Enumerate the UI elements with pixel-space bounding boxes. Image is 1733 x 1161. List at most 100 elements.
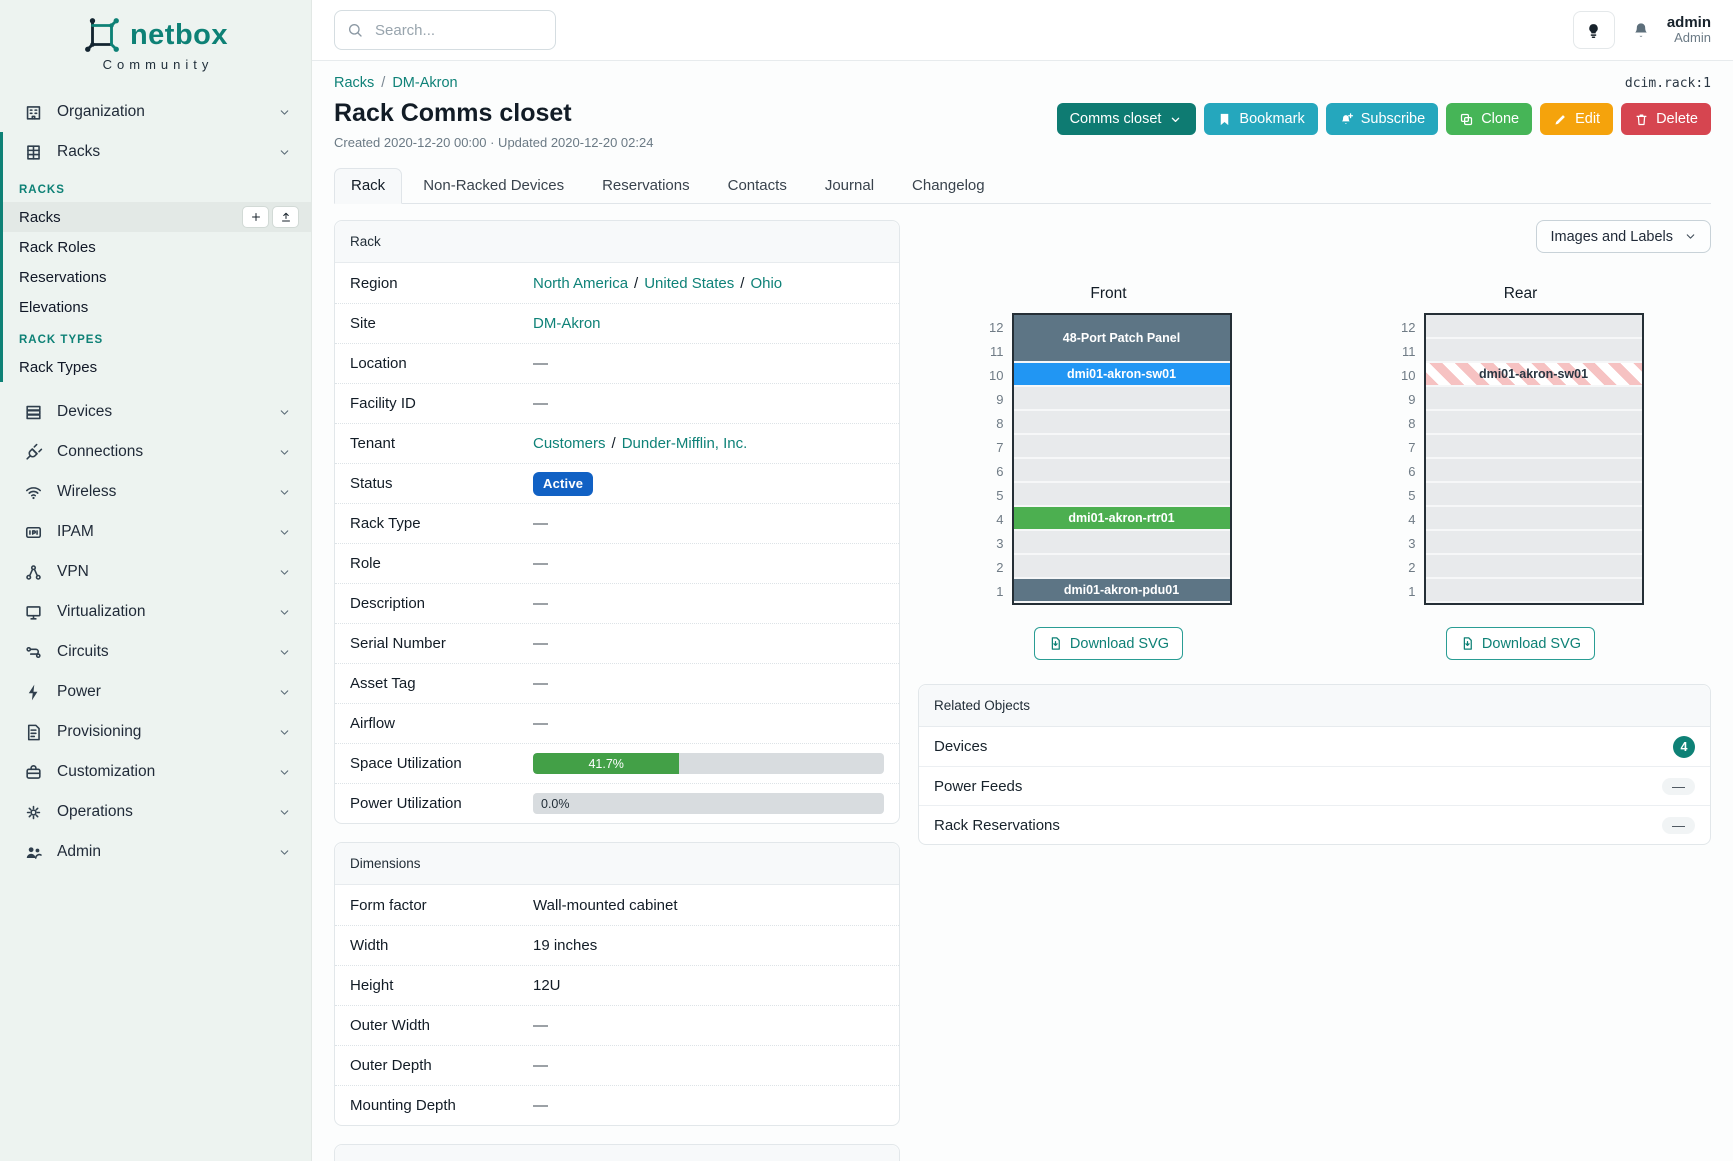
unit-number: 5: [1408, 487, 1416, 503]
sidebar-item-organization[interactable]: Organization: [0, 92, 311, 132]
rack-link-united-states[interactable]: United States: [644, 274, 735, 292]
sidebar-item-racks[interactable]: Racks: [3, 132, 311, 172]
chevron-icon: [280, 109, 289, 115]
rack-value: —: [533, 715, 548, 732]
bookmark-icon: [1221, 113, 1229, 125]
sidebar-link-elevations[interactable]: Elevations: [19, 298, 89, 316]
rack-unit-empty: [1013, 531, 1230, 555]
info-row-serial-number: Serial Number —: [335, 623, 899, 663]
dimensions-value: Wall-mounted cabinet: [533, 896, 678, 914]
breadcrumb: Racks / DM-Akron: [334, 75, 458, 91]
sidebar-item-wireless[interactable]: Wireless: [0, 472, 311, 512]
unit-numbers: 12 11 10 9 8 7 6 5 4 3 2 1: [1398, 313, 1416, 605]
rack-slot-dmi01-akron-rtr01[interactable]: dmi01-akron-rtr01: [1013, 507, 1230, 529]
sidebar-item-provisioning[interactable]: Provisioning: [0, 712, 311, 752]
tab-journal[interactable]: Journal: [824, 177, 875, 194]
unit-number: 10: [1401, 367, 1416, 383]
rack-unit-empty: [1425, 339, 1642, 363]
breadcrumb-link-racks[interactable]: Racks: [334, 75, 375, 91]
rack-selector-button[interactable]: Comms closet: [1056, 103, 1197, 135]
sidebar-link-racks[interactable]: Racks: [3, 202, 311, 232]
notifications-button[interactable]: [1631, 20, 1651, 40]
user-menu[interactable]: admin Admin: [1667, 14, 1711, 46]
rack-value: —: [533, 595, 548, 612]
unit-number: 3: [996, 535, 1004, 551]
tab-rack[interactable]: Rack: [334, 168, 403, 204]
sidebar-link-reservations[interactable]: Reservations: [19, 268, 107, 286]
count-badge: 4: [1673, 735, 1695, 758]
import-button[interactable]: [272, 206, 299, 228]
customization-icon: [26, 764, 41, 779]
connections-icon: [26, 443, 43, 460]
rack-elevations: Front 12 11 10 9 8 7 6 5 4 3 2 1 48-Port Patch Pane…: [918, 285, 1711, 660]
sidebar-item-circuits[interactable]: Circuits: [0, 632, 311, 672]
unit-number: 6: [996, 463, 1004, 479]
download-svg-button-front[interactable]: Download SVG: [1033, 627, 1184, 660]
sidebar-link-rack-types[interactable]: Rack Types: [19, 358, 98, 376]
related-row-power-feeds[interactable]: Power Feeds —: [919, 766, 1710, 805]
tab-contacts[interactable]: Contacts: [727, 177, 787, 194]
rack-link-north-america[interactable]: North America: [533, 274, 629, 292]
unit-number: 8: [996, 415, 1004, 431]
info-row-region: Region North America / United States / Ohio: [350, 274, 783, 292]
sidebar-link-rack-roles[interactable]: Rack Roles: [19, 238, 96, 256]
chevron-icon: [1686, 234, 1695, 239]
bookmark-button[interactable]: Bookmark: [1204, 103, 1318, 135]
bell-icon: [1631, 20, 1651, 40]
rack-elevation-front: Front 12 11 10 9 8 7 6 5 4 3 2 1 48-Port Patch Pane…: [986, 285, 1232, 660]
rack-link-ohio[interactable]: Ohio: [750, 274, 783, 292]
rack-unit-empty: [1425, 387, 1642, 411]
rack-slot-dmi01-akron-sw01[interactable]: dmi01-akron-sw01: [1425, 363, 1642, 385]
organization-icon: [26, 105, 41, 120]
elevation-display-mode-select[interactable]: Images and Labels: [1536, 220, 1711, 253]
rack-link-dunder-mifflin-inc[interactable]: Dunder-Mifflin, Inc.: [621, 435, 748, 452]
info-row-outer-width: Outer Width —: [335, 1005, 899, 1045]
download-icon: [1051, 637, 1060, 650]
download-svg-button-rear[interactable]: Download SVG: [1445, 627, 1596, 660]
unit-number: 1: [1408, 583, 1416, 599]
unit-number: 7: [996, 439, 1004, 455]
subscribe-button[interactable]: Subscribe: [1325, 103, 1439, 135]
unit-number: 2: [996, 559, 1004, 575]
breadcrumb-link-dm-akron[interactable]: DM-Akron: [392, 75, 458, 91]
rack-slot-48-port-patch-panel[interactable]: 48-Port Patch Panel: [1013, 315, 1230, 361]
add-button[interactable]: [242, 206, 269, 228]
sidebar-item-customization[interactable]: Customization: [0, 752, 311, 792]
search-input[interactable]: [373, 20, 543, 40]
delete-button[interactable]: Delete: [1621, 103, 1711, 135]
rack-diagram-rear: dmi01-akron-sw01: [1423, 313, 1644, 605]
tab-changelog[interactable]: Changelog: [912, 177, 985, 194]
related-row-devices[interactable]: Devices 4: [919, 727, 1710, 766]
info-row-tenant: Tenant Customers / Dunder-Mifflin, Inc.: [335, 423, 899, 463]
related-row-rack-reservations[interactable]: Rack Reservations —: [919, 805, 1710, 844]
rack-value: —: [533, 635, 548, 652]
search-box[interactable]: [334, 10, 556, 50]
count-badge-empty: —: [1662, 816, 1695, 834]
status-badge: Active: [533, 471, 594, 496]
brand[interactable]: netbox Community: [0, 0, 311, 72]
tab-non-racked-devices[interactable]: Non-Racked Devices: [423, 177, 565, 194]
sidebar-item-connections[interactable]: Connections: [0, 432, 311, 472]
tab-reservations[interactable]: Reservations: [602, 177, 690, 194]
rack-slot-dmi01-akron-pdu01[interactable]: dmi01-akron-pdu01: [1013, 579, 1230, 601]
power-icon: [28, 684, 38, 700]
dimensions-value: —: [533, 1097, 548, 1114]
sidebar-item-devices[interactable]: Devices: [0, 392, 311, 432]
unit-numbers: 12 11 10 9 8 7 6 5 4 3 2 1: [986, 313, 1004, 605]
rack-slot-dmi01-akron-sw01[interactable]: dmi01-akron-sw01: [1013, 363, 1230, 385]
theme-toggle-button[interactable]: [1572, 11, 1615, 49]
edit-button[interactable]: Edit: [1540, 103, 1614, 135]
sidebar-item-power[interactable]: Power: [0, 672, 311, 712]
clone-button[interactable]: Clone: [1446, 103, 1533, 135]
rack-link-dm-akron[interactable]: DM-Akron: [533, 315, 601, 332]
rack-value: —: [533, 675, 548, 692]
rack-link-customers[interactable]: Customers: [533, 435, 606, 452]
rack-unit-empty: [1013, 555, 1230, 579]
sidebar-item-virtualization[interactable]: Virtualization: [0, 592, 311, 632]
sidebar-item-operations[interactable]: Operations: [0, 792, 311, 832]
sidebar-item-vpn[interactable]: VPN: [0, 552, 311, 592]
sidebar-item-admin[interactable]: Admin: [0, 832, 311, 872]
rack-unit-empty: [1425, 435, 1642, 459]
info-row-location: Location —: [335, 343, 899, 383]
sidebar-item-ipam[interactable]: IPAM: [0, 512, 311, 552]
